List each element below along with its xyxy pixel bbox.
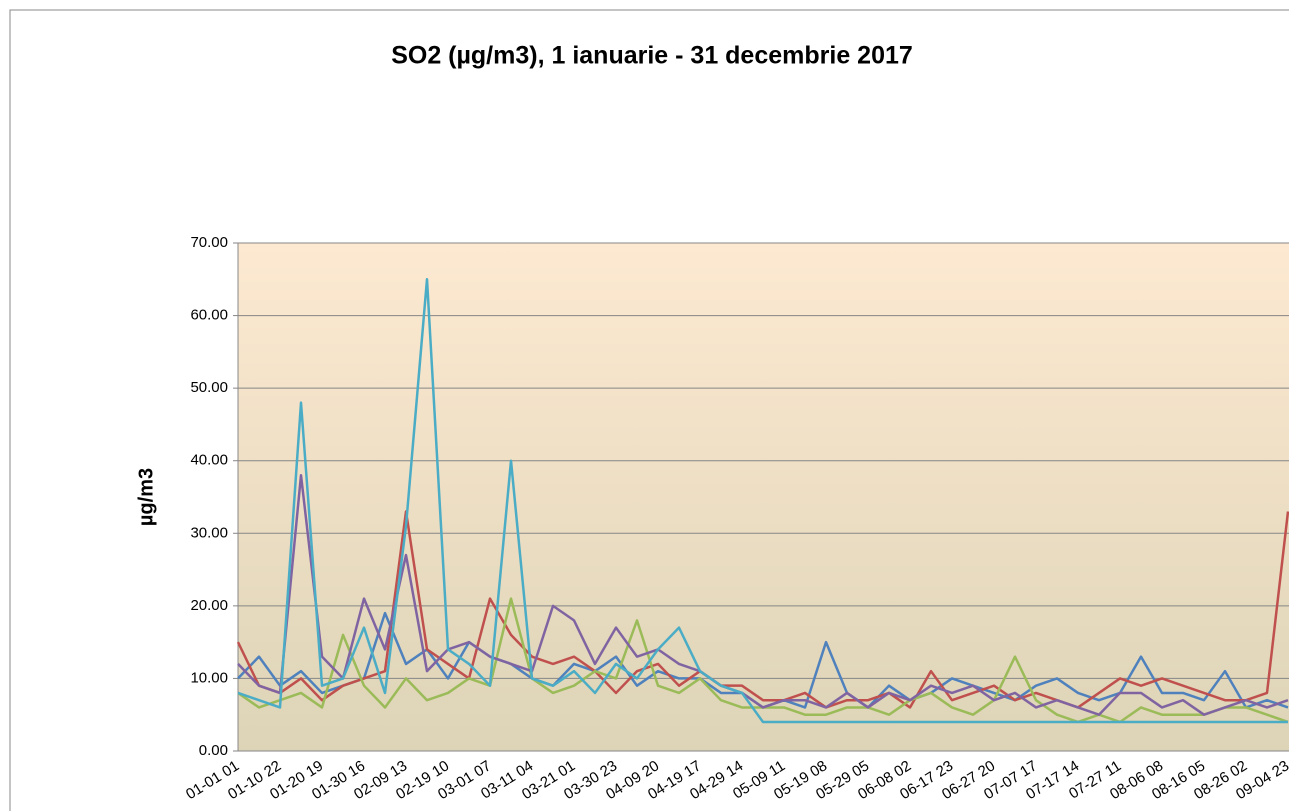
y-tick-label: 40.00 [190,452,228,469]
plot-area [237,242,1289,752]
series-line [237,473,1289,716]
y-axis-label: µg/m3 [135,468,157,526]
y-tick-label: 60.00 [190,307,228,324]
y-tick-label: 0.00 [199,742,228,759]
y-tick-label: 20.00 [190,597,228,614]
y-tick-label: 30.00 [190,524,228,541]
y-tick-label: 50.00 [190,379,228,396]
y-tick-label: 10.00 [190,669,228,686]
series-line [237,278,1288,724]
chart-title: SO2 (µg/m3), 1 ianuarie - 31 decembrie 2… [391,42,913,70]
series-line [236,510,1289,709]
y-tick-label: 70.00 [190,234,228,251]
